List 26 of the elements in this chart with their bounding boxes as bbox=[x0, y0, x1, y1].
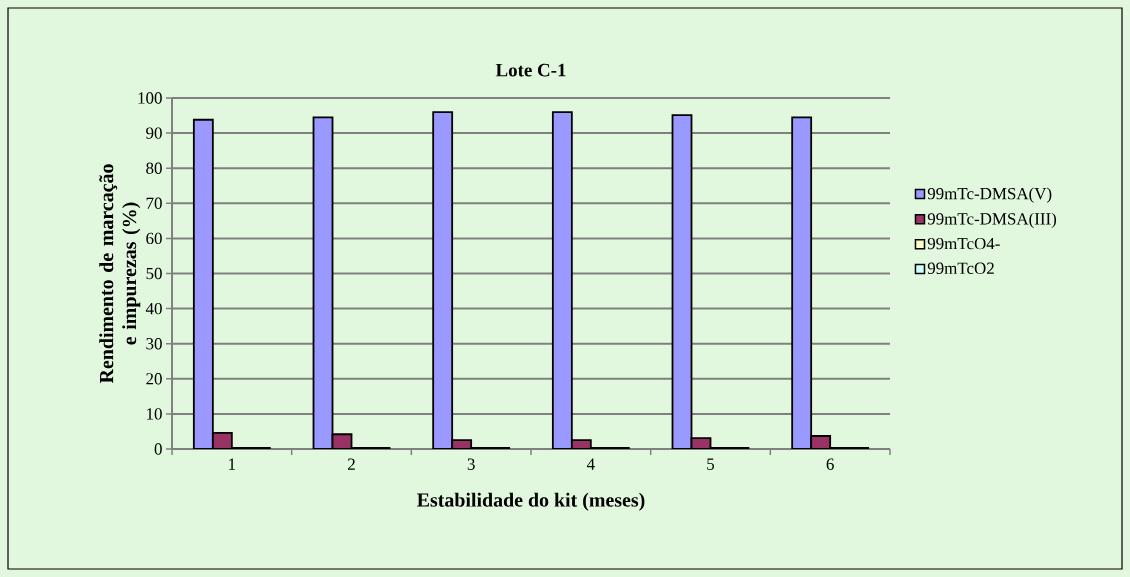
y-tick-label: 40 bbox=[145, 302, 162, 315]
y-tick-label: 70 bbox=[146, 197, 162, 210]
x-tick-label: 4 bbox=[586, 458, 595, 470]
y-tick-label: 30 bbox=[146, 337, 162, 350]
y-tick-label: 20 bbox=[146, 373, 162, 385]
y-axis-title: Rendimento de marcação e impurezas (%) bbox=[99, 164, 141, 384]
x-axis-title: Estabilidade do kit (meses) bbox=[417, 492, 645, 511]
x-tick-label: 1 bbox=[229, 458, 236, 470]
y-tick-label: 100 bbox=[138, 92, 162, 104]
legend-label: 99mTc-DMSA(V) bbox=[927, 187, 1052, 203]
y-tick-label: 90 bbox=[146, 127, 162, 139]
x-tick-label: 5 bbox=[707, 458, 715, 470]
y-tick-label: 80 bbox=[146, 162, 162, 174]
x-tick-label: 3 bbox=[467, 458, 475, 470]
x-tick-label: 2 bbox=[348, 458, 355, 470]
chart-title: Lote C-1 bbox=[495, 63, 566, 77]
legend-label: 99mTc-DMSA(III) bbox=[927, 212, 1057, 229]
y-tick-label: 60 bbox=[146, 232, 162, 245]
y-tick-label: 50 bbox=[146, 267, 162, 280]
bar bbox=[312, 116, 334, 449]
y-tick-label: 0 bbox=[154, 443, 162, 455]
y-tick-label: 10 bbox=[147, 408, 162, 420]
legend-label: 99mTcO2 bbox=[927, 262, 994, 274]
x-tick-label: 6 bbox=[826, 458, 834, 470]
bar bbox=[671, 114, 693, 449]
legend-label: 99mTcO4- bbox=[927, 237, 1000, 250]
